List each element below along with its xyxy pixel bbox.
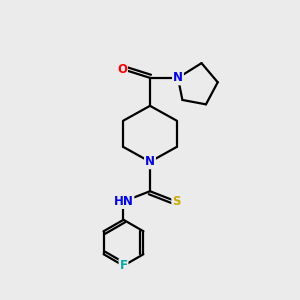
- Text: F: F: [119, 259, 128, 272]
- Text: HN: HN: [114, 195, 134, 208]
- Text: N: N: [145, 155, 155, 168]
- Text: S: S: [172, 195, 181, 208]
- Text: N: N: [173, 71, 183, 84]
- Text: O: O: [117, 62, 127, 76]
